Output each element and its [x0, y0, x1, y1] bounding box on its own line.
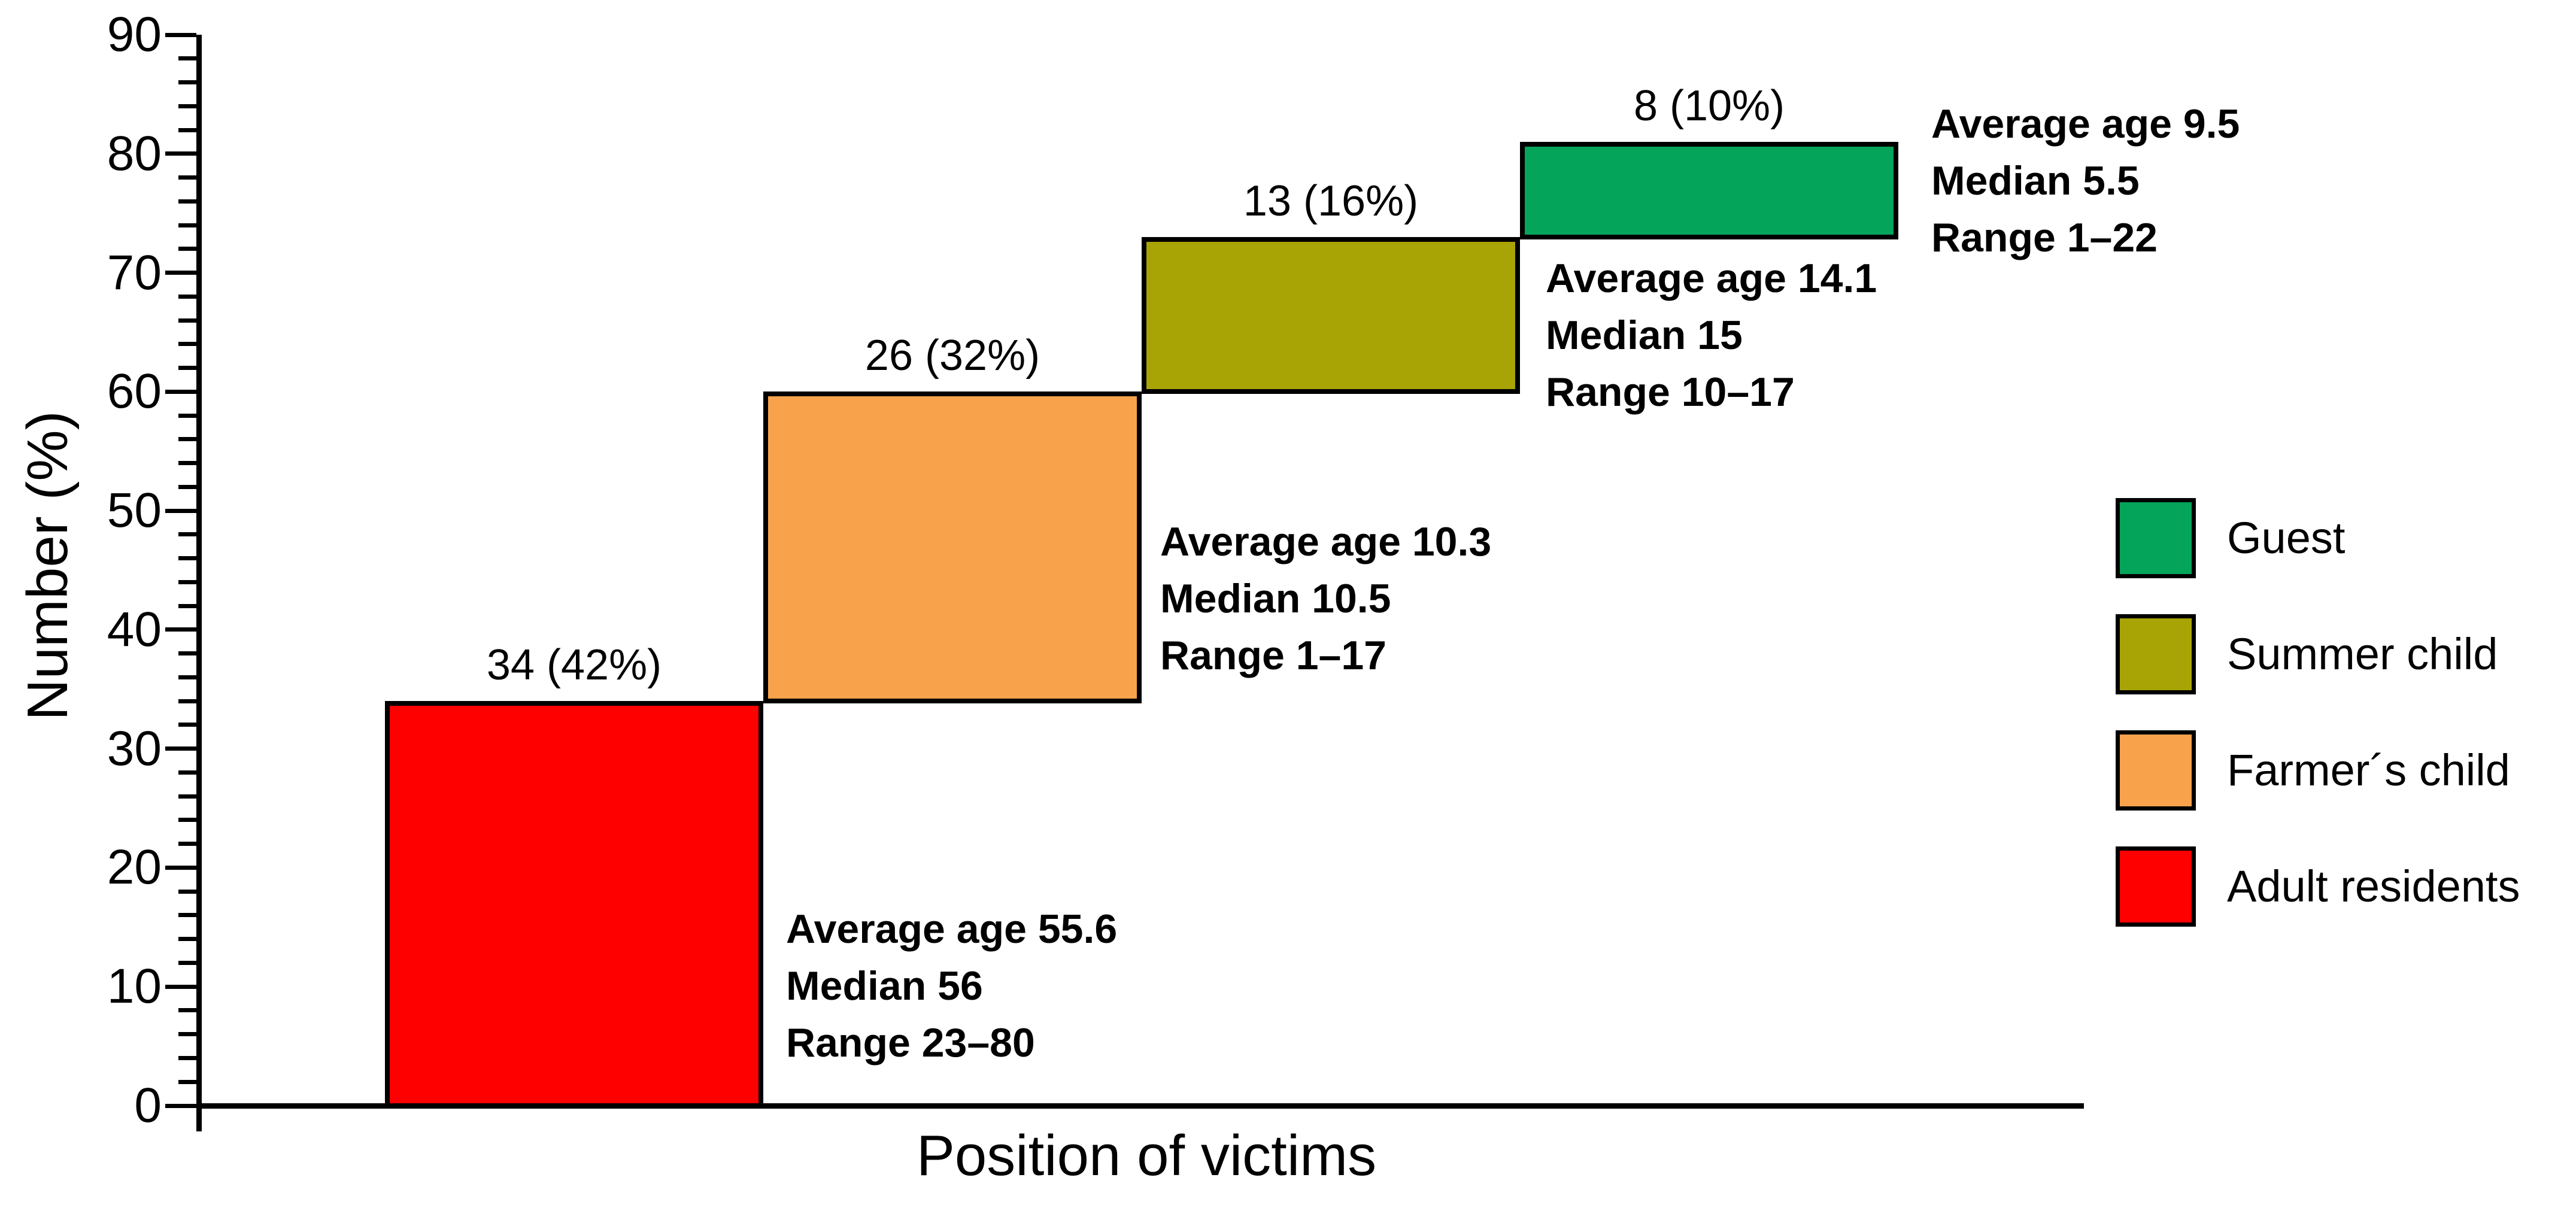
y-tick-major [165, 271, 196, 275]
y-tick-label: 40 [107, 602, 162, 657]
y-tick-minor [178, 889, 196, 894]
y-tick-label: 0 [134, 1078, 162, 1133]
y-tick-minor [178, 913, 196, 918]
bar-count-label-farmer-s-child: 26 (32%) [864, 332, 1040, 380]
y-tick-minor [178, 1055, 196, 1060]
legend-swatch-adult-residents [2116, 846, 2196, 927]
y-tick-minor [178, 175, 196, 180]
legend-swatch-farmer-s-child [2116, 730, 2196, 811]
y-tick-major [165, 865, 196, 870]
y-tick-minor [178, 723, 196, 727]
annotation-line: Range 23–80 [786, 1020, 1035, 1066]
annotation-line: Range 1–17 [1160, 633, 1386, 678]
y-tick-minor [178, 104, 196, 108]
y-tick-major [165, 1103, 196, 1108]
y-axis-line [196, 35, 202, 1131]
y-tick-label: 30 [107, 721, 162, 776]
y-tick-major [165, 984, 196, 989]
y-tick-minor [178, 675, 196, 679]
y-tick-minor [178, 794, 196, 799]
y-tick-minor [178, 770, 196, 775]
y-tick-minor [178, 461, 196, 466]
bar-count-label-guest: 8 (10%) [1633, 81, 1785, 130]
bar-adult-residents [385, 701, 763, 1108]
y-tick-minor [178, 56, 196, 61]
bar-count-label-adult-residents: 34 (42%) [486, 641, 662, 690]
legend-label-adult-residents: Adult residents [2227, 861, 2520, 911]
annotation-line: Median 56 [786, 963, 983, 1009]
y-tick-minor [178, 294, 196, 299]
y-tick-minor [178, 1032, 196, 1037]
y-tick-minor [178, 818, 196, 823]
y-tick-minor [178, 366, 196, 371]
y-tick-label: 80 [107, 126, 162, 181]
y-tick-minor [178, 603, 196, 608]
annotation-line: Range 1–22 [1931, 215, 2158, 260]
annotation-line: Median 10.5 [1160, 576, 1391, 621]
y-tick-minor [178, 342, 196, 347]
x-axis-title: Position of victims [916, 1124, 1377, 1188]
y-tick-major [165, 32, 196, 37]
annotation-guest: Average age 9.5 Median 5.5 Range 1–22 [1931, 96, 2240, 266]
y-tick-minor [178, 699, 196, 703]
legend-swatch-guest [2116, 498, 2196, 578]
legend-label-guest: Guest [2227, 513, 2346, 563]
y-tick-minor [178, 247, 196, 251]
y-tick-minor [178, 223, 196, 227]
y-tick-minor [178, 80, 196, 85]
y-tick-major [165, 508, 196, 513]
y-axis-title: Number (%) [16, 411, 80, 721]
y-tick-label: 50 [107, 483, 162, 538]
annotation-line: Average age 10.3 [1160, 519, 1492, 565]
legend-label-summer-child: Summer child [2227, 629, 2498, 679]
y-tick-minor [178, 484, 196, 489]
annotation-line: Average age 14.1 [1546, 256, 1877, 301]
annotation-line: Median 15 [1546, 312, 1743, 358]
y-tick-minor [178, 128, 196, 132]
bar-farmer-s-child [763, 391, 1142, 704]
y-tick-minor [178, 1079, 196, 1084]
y-tick-major [165, 746, 196, 751]
bar-guest [1520, 141, 1898, 239]
y-tick-minor [178, 199, 196, 204]
legend-swatch-summer-child [2116, 614, 2196, 694]
y-tick-minor [178, 318, 196, 323]
y-tick-minor [178, 960, 196, 965]
annotation-line: Median 5.5 [1931, 158, 2140, 204]
y-tick-major [165, 627, 196, 632]
annotation-line: Range 10–17 [1546, 369, 1795, 415]
annotation-line: Average age 9.5 [1931, 101, 2240, 147]
y-tick-minor [178, 937, 196, 942]
bar-summer-child [1142, 236, 1520, 394]
y-tick-label: 60 [107, 364, 162, 419]
y-tick-label: 20 [107, 840, 162, 895]
y-tick-minor [178, 579, 196, 584]
annotation-farmer-s-child: Average age 10.3 Median 10.5 Range 1–17 [1160, 514, 1491, 684]
annotation-summer-child: Average age 14.1 Median 15 Range 10–17 [1546, 250, 1877, 421]
annotation-adult-residents: Average age 55.6 Median 56 Range 23–80 [786, 901, 1117, 1072]
x-axis-line [196, 1103, 2084, 1109]
y-tick-label: 10 [107, 959, 162, 1014]
y-tick-label: 70 [107, 245, 162, 300]
y-tick-minor [178, 437, 196, 442]
y-tick-minor [178, 556, 196, 561]
y-tick-label: 90 [107, 7, 162, 62]
y-tick-minor [178, 842, 196, 846]
y-tick-major [165, 151, 196, 156]
y-tick-minor [178, 651, 196, 656]
annotation-line: Average age 55.6 [786, 906, 1118, 952]
y-tick-minor [178, 1008, 196, 1013]
legend-label-farmer-s-child: Farmer´s child [2227, 745, 2510, 795]
y-tick-minor [178, 532, 196, 537]
y-tick-minor [178, 413, 196, 418]
y-tick-major [165, 389, 196, 394]
bar-count-label-summer-child: 13 (16%) [1243, 177, 1419, 225]
